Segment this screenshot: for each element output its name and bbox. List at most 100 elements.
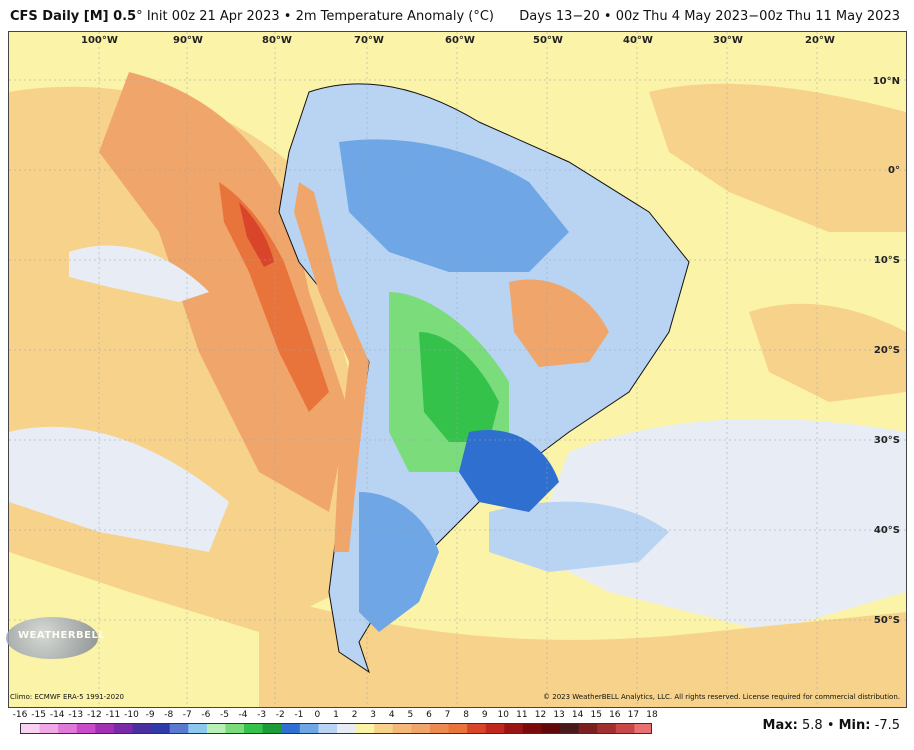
legend-tick-label: -10 — [124, 710, 139, 720]
south-warm-band — [259, 592, 906, 707]
amazon-cool — [339, 139, 569, 272]
legend-tick-label: 11 — [516, 710, 528, 720]
lat-label-40s: 40°S — [873, 525, 900, 536]
logo-text: WEATHERBELL — [18, 630, 106, 641]
valid-period: Days 13−20 • 00z Thu 4 May 2023−00z Thu … — [519, 9, 900, 24]
legend-tick-label: -8 — [164, 710, 174, 720]
legend-swatch — [151, 724, 171, 733]
legend-swatch — [597, 724, 617, 733]
legend-tick-label: -5 — [219, 710, 229, 720]
legend-tick-label: -1 — [294, 710, 304, 720]
legend-swatch — [318, 724, 338, 733]
lat-label-50s: 50°S — [873, 615, 900, 626]
south-atlantic-warm — [749, 303, 906, 402]
color-legend: -16 -15 -14 -13 -12 -11 -10 -9 -8 -7 -6 -5 -4 -3 -2 -1 0… — [13, 710, 658, 736]
legend-tick-label: 4 — [388, 710, 395, 720]
legend-swatch — [504, 724, 524, 733]
legend-tick-label: 13 — [553, 710, 565, 720]
stats-separator: • — [826, 718, 835, 733]
legend-swatch — [411, 724, 431, 733]
atlantic-cool-plume — [489, 501, 669, 572]
legend-swatch — [95, 724, 115, 733]
legend-tick-label: 9 — [481, 710, 488, 720]
legend-tick-label: 12 — [534, 710, 547, 720]
max-value: 5.8 — [801, 718, 823, 733]
peru-coast-peak — [239, 202, 274, 267]
lon-label-20w: 20°W — [805, 35, 835, 46]
lon-label-50w: 50°W — [533, 35, 563, 46]
legend-tick-label: 15 — [590, 710, 602, 720]
east-pacific-cool — [69, 245, 209, 302]
legend-swatch — [281, 724, 301, 733]
legend-tick-label: -16 — [12, 710, 28, 720]
legend-tick-label: 0 — [314, 710, 321, 720]
legend-swatch — [467, 724, 487, 733]
map[interactable]: 100°W 90°W 80°W 70°W 60°W 50°W 40°W 30°W… — [8, 31, 907, 708]
legend-swatch — [355, 724, 375, 733]
atlantic-cool — [529, 418, 906, 632]
legend-swatch — [429, 724, 450, 733]
uruguay-cool — [459, 430, 559, 512]
header: CFS Daily [M] 0.5° Init 00z 21 Apr 2023 … — [0, 0, 914, 30]
lon-label-80w: 80°W — [262, 35, 292, 46]
weatherbell-logo: WEATHERBELL — [6, 617, 105, 659]
legend-swatch — [560, 724, 580, 733]
south-pacific-cool — [9, 426, 229, 552]
paraguay-green-core — [419, 332, 499, 442]
legend-swatch — [169, 724, 189, 733]
title: CFS Daily [M] 0.5° Init 00z 21 Apr 2023 … — [10, 9, 494, 24]
legend-tick-label: 7 — [444, 710, 451, 720]
atlantic-warm — [649, 83, 906, 232]
init-time: Init 00z 21 Apr 2023 — [146, 9, 280, 24]
field-name: 2m Temperature Anomaly (°C) — [295, 9, 494, 24]
legend-tick-label: -4 — [238, 710, 248, 720]
model-name: CFS Daily [M] 0.5 — [10, 9, 137, 24]
legend-swatch — [58, 724, 78, 733]
legend-tick-label: -13 — [68, 710, 84, 720]
legend-tick-label: -15 — [31, 710, 46, 720]
legend-swatch — [337, 724, 357, 733]
legend-tick-label: -6 — [201, 710, 211, 720]
legend-tick-label: -12 — [86, 710, 102, 720]
legend-tick-label: -11 — [105, 710, 121, 720]
legend-tick-label: -7 — [182, 710, 192, 720]
degree-symbol: ° — [136, 9, 143, 24]
min-label: Min: — [838, 718, 871, 733]
legend-labels: -16 -15 -14 -13 -12 -11 -10 -9 -8 -7 -6 -5 -4 -3 -2 -1 0… — [13, 710, 658, 722]
lon-label-40w: 40°W — [623, 35, 653, 46]
legend-swatch — [206, 724, 226, 733]
legend-swatch — [615, 724, 635, 733]
legend-swatch — [299, 724, 319, 733]
legend-tick-label: 10 — [497, 710, 510, 720]
legend-swatch — [485, 724, 505, 733]
lat-label-10s: 10°S — [873, 255, 900, 266]
legend-tick-label: -14 — [49, 710, 65, 720]
lon-label-90w: 90°W — [173, 35, 203, 46]
legend-tick-label: -3 — [257, 710, 267, 720]
legend-swatch — [39, 724, 59, 733]
legend-swatch — [225, 724, 245, 733]
legend-tick-label: 2 — [351, 710, 358, 720]
legend-swatch — [188, 724, 208, 733]
anomaly-map — [9, 32, 906, 707]
legend-tick-label: 16 — [609, 710, 621, 720]
max-label: Max: — [762, 718, 798, 733]
pacific-warm-core — [99, 72, 349, 512]
legend-swatch — [76, 724, 96, 733]
copyright-note: © 2023 WeatherBELL Analytics, LLC. All r… — [543, 693, 900, 701]
legend-swatch — [541, 724, 561, 733]
legend-tick-label: 1 — [333, 710, 339, 720]
lat-label-0: 0° — [888, 165, 900, 176]
lat-label-30s: 30°S — [873, 435, 900, 446]
legend-tick-label: 6 — [426, 710, 432, 720]
andes-warm-strip — [294, 182, 369, 552]
legend-swatch — [634, 724, 651, 733]
lon-label-70w: 70°W — [354, 35, 384, 46]
legend-swatch — [113, 724, 134, 733]
stats: Max: 5.8 • Min: -7.5 — [763, 718, 900, 733]
legend-tick-label: 18 — [646, 710, 658, 720]
legend-colorbar — [20, 723, 652, 734]
peru-coast-warm — [219, 182, 329, 412]
lat-label-20s: 20°S — [873, 345, 900, 356]
legend-swatch — [21, 724, 41, 733]
